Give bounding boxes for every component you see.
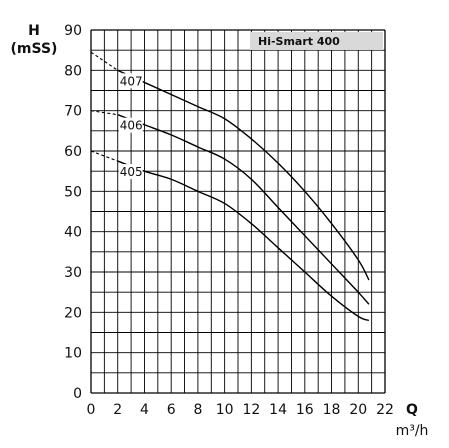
series-line: [117, 69, 370, 281]
y-tick-labels: 0 10 20 30 40 50 60 70 80 90: [64, 23, 82, 402]
y-axis-title: H: [28, 23, 40, 39]
curves: 407 406 405: [90, 51, 370, 322]
x-tick-label: 18: [323, 402, 341, 418]
y-tick-label: 70: [64, 104, 82, 120]
x-tick-label: 12: [242, 402, 260, 418]
x-axis-title: Q: [406, 402, 418, 418]
series-line: [117, 160, 370, 322]
x-tick-label: 6: [167, 402, 176, 418]
x-tick-label: 14: [269, 402, 287, 418]
y-tick-label: 80: [64, 63, 82, 79]
title-background: [250, 32, 383, 50]
chart-title-box: Hi-Smart 400: [250, 32, 383, 50]
x-tick-label: 4: [140, 402, 149, 418]
series-label-background: [118, 117, 143, 133]
y-tick-label: 10: [64, 346, 82, 362]
series-label: 405: [120, 165, 143, 179]
series-label-background: [118, 164, 143, 180]
x-tick-label: 16: [296, 402, 314, 418]
x-tick-label: 8: [193, 402, 202, 418]
grid: [90, 29, 386, 394]
series-dashed-segment: [90, 150, 118, 162]
series-407: 407: [90, 51, 370, 281]
x-tick-label: 20: [349, 402, 367, 418]
x-axis-unit: m³/h: [396, 423, 429, 439]
y-tick-label: 30: [64, 265, 82, 281]
series-405: 405: [90, 150, 370, 322]
y-tick-label: 40: [64, 225, 82, 241]
y-tick-label: 60: [64, 144, 82, 160]
chart-title: Hi-Smart 400: [258, 35, 340, 48]
series-label: 407: [120, 74, 143, 88]
series-label-background: [118, 73, 143, 89]
y-tick-label: 0: [73, 386, 82, 402]
y-tick-label: 50: [64, 184, 82, 200]
series-406: 406: [90, 110, 370, 305]
y-axis-unit: (mSS): [11, 41, 58, 57]
series-label: 406: [120, 119, 143, 133]
x-tick-label: 10: [216, 402, 234, 418]
x-tick-label: 22: [376, 402, 394, 418]
y-tick-label: 20: [64, 305, 82, 321]
x-tick-labels: 0 2 4 6 8 10 12 14 16 18 20 22: [87, 402, 394, 418]
x-tick-label: 2: [113, 402, 122, 418]
x-tick-label: 0: [87, 402, 96, 418]
y-tick-label: 90: [64, 23, 82, 39]
series-dashed-segment: [90, 110, 118, 116]
series-line: [117, 114, 370, 305]
